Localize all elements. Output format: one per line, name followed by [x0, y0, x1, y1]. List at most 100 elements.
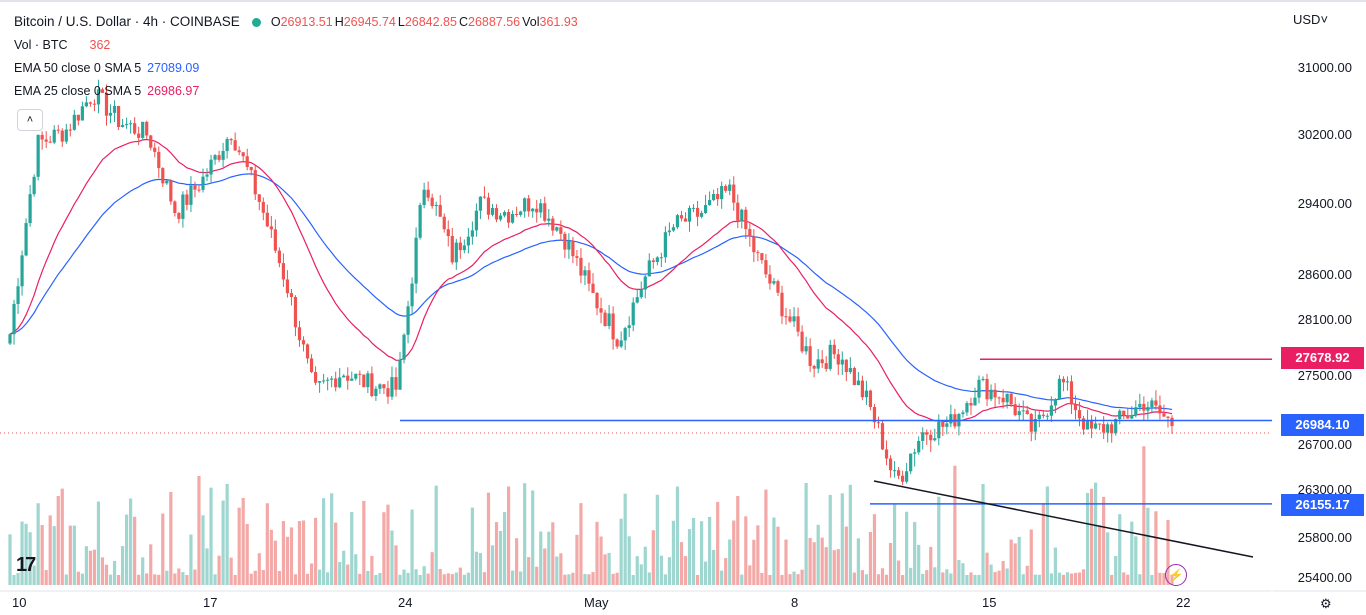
- candle-body: [1094, 423, 1098, 429]
- volume-bar: [884, 574, 889, 585]
- lightning-icon[interactable]: ⚡: [1165, 564, 1187, 586]
- volume-bar: [872, 514, 877, 585]
- high-label: H: [334, 15, 344, 29]
- volume-bar: [88, 550, 93, 585]
- volume-bar: [523, 483, 527, 585]
- volume-bar: [1013, 543, 1017, 585]
- volume-bar: [116, 574, 121, 585]
- volume-bar: [173, 573, 177, 585]
- candle-body: [929, 434, 933, 441]
- volume-bar: [937, 496, 941, 585]
- volume-bar: [225, 483, 229, 585]
- candle-body: [820, 359, 824, 364]
- candle-body: [205, 174, 209, 177]
- volume-bar: [494, 522, 499, 585]
- volume-bar: [482, 572, 487, 585]
- candle-body: [80, 106, 84, 121]
- candle-body: [354, 373, 358, 379]
- candle-body: [470, 230, 474, 237]
- volume-bar: [1114, 555, 1118, 585]
- volume-bar: [531, 490, 535, 585]
- candle-body: [285, 279, 290, 294]
- candle-body: [418, 205, 422, 238]
- ema50-indicator-row[interactable]: EMA 50 close 0 SMA 5 27089.09: [14, 57, 580, 80]
- candle-body: [201, 176, 205, 190]
- candle-body: [764, 260, 768, 275]
- volume-bar: [1005, 568, 1009, 585]
- tradingview-logo[interactable]: 17: [16, 554, 36, 576]
- price-level-tag[interactable]: 26984.10: [1281, 414, 1364, 436]
- candle-body: [880, 423, 885, 450]
- volume-bar: [659, 555, 663, 585]
- candle-body: [269, 226, 273, 230]
- volume-bar: [1146, 507, 1150, 585]
- volume-bar: [129, 498, 133, 585]
- volume-bar: [490, 545, 495, 585]
- volume-bar: [56, 495, 60, 585]
- candle-body: [108, 112, 113, 116]
- candle-body: [921, 432, 925, 441]
- price-level-tag[interactable]: 27678.92: [1281, 347, 1364, 369]
- candle-body: [828, 344, 832, 369]
- volume-indicator-row[interactable]: Vol · BTC 362: [14, 34, 580, 57]
- chart-legend: Bitcoin / U.S. Dollar · 4h · COINBASE O26…: [14, 10, 580, 103]
- volume-bar: [828, 494, 832, 585]
- volume-bar: [253, 570, 257, 585]
- candle-body: [1057, 378, 1062, 400]
- volume-bar: [486, 492, 491, 585]
- volume-bar: [623, 493, 627, 585]
- volume-bar: [1041, 503, 1045, 585]
- candle-body: [133, 123, 137, 134]
- candle-body: [414, 237, 418, 284]
- volume-bar: [370, 555, 374, 585]
- candle-body: [1009, 393, 1013, 405]
- volume-bar: [354, 554, 358, 585]
- volume-bar: [563, 574, 567, 585]
- volume-bar: [96, 501, 101, 585]
- volume-bar: [430, 552, 434, 585]
- candle-body: [772, 281, 776, 284]
- currency-selector[interactable]: USD˅: [1293, 12, 1329, 27]
- candle-body: [864, 390, 869, 398]
- volume-bar: [205, 548, 209, 585]
- volume-bar: [567, 574, 571, 585]
- volume-bar: [864, 574, 869, 585]
- volume-indicator-value: 362: [89, 38, 111, 52]
- volume-bar: [1001, 561, 1005, 585]
- volume-bar: [667, 557, 672, 585]
- collapse-legend-button[interactable]: ˄: [17, 109, 43, 131]
- candle-body: [322, 380, 326, 382]
- candle-body: [1077, 410, 1082, 419]
- volume-bar: [611, 573, 615, 585]
- candle-body: [149, 135, 153, 148]
- volume-bar: [36, 503, 40, 585]
- candle-body: [422, 189, 426, 206]
- symbol-title[interactable]: Bitcoin / U.S. Dollar · 4h · COINBASE: [14, 14, 240, 29]
- candle-body: [909, 453, 913, 472]
- volume-bar: [169, 491, 173, 585]
- volume-bar: [181, 572, 185, 585]
- ema25-value: 26986.97: [147, 84, 200, 98]
- volume-bar: [454, 572, 458, 585]
- candle-body: [760, 253, 764, 261]
- candle-body: [189, 185, 193, 205]
- ema25-indicator-row[interactable]: EMA 25 close 0 SMA 5 26986.97: [14, 80, 580, 103]
- volume-bar: [1061, 574, 1066, 585]
- candle-body: [860, 380, 865, 398]
- volume-bar: [535, 566, 539, 585]
- volume-bar: [1089, 488, 1094, 585]
- price-level-tag[interactable]: 26155.17: [1281, 494, 1364, 516]
- symbol-row[interactable]: Bitcoin / U.S. Dollar · 4h · COINBASE O26…: [14, 10, 580, 34]
- candle-body: [1045, 415, 1049, 417]
- candle-body: [181, 194, 185, 219]
- ema50-value: 27089.09: [147, 61, 200, 75]
- candle-body: [153, 147, 157, 152]
- volume-bar: [398, 574, 402, 585]
- settings-gear-icon[interactable]: ⚙: [1320, 596, 1332, 611]
- candle-body: [667, 230, 672, 233]
- volume-bar: [607, 552, 611, 585]
- ema25-line: [9, 138, 1173, 423]
- candle-body: [386, 388, 390, 397]
